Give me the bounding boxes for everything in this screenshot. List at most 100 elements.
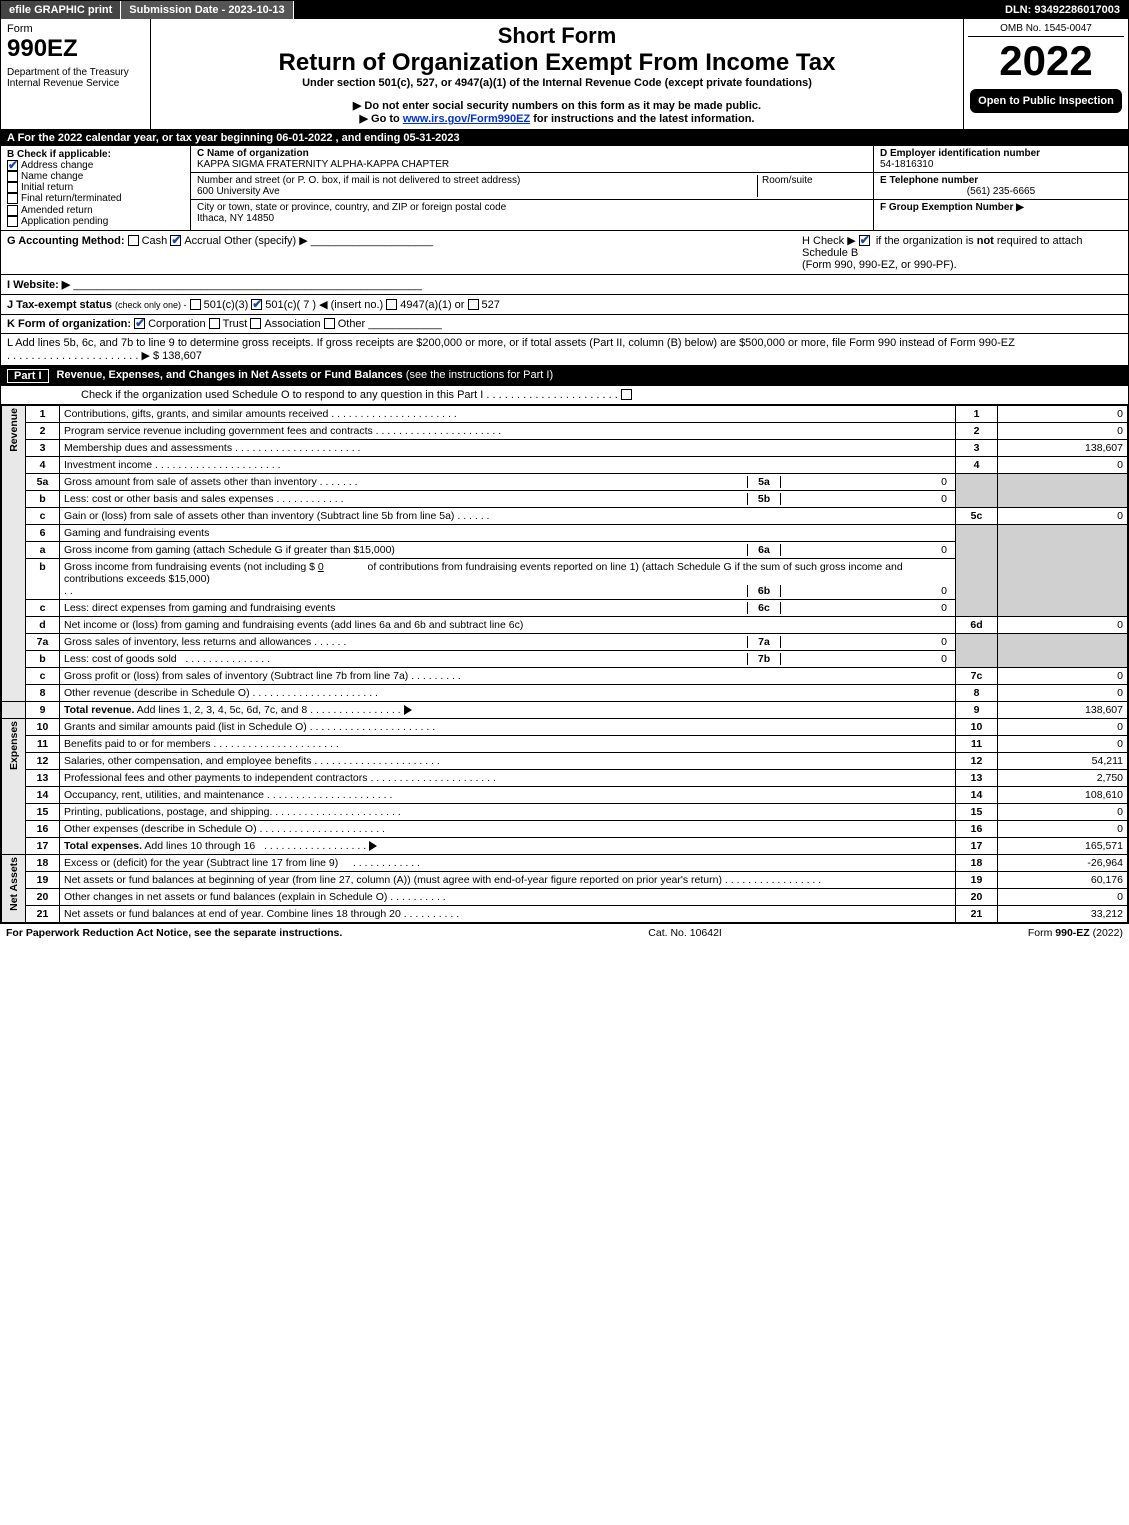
ln-3-box: 3 <box>956 439 998 456</box>
ln-2-text: Program service revenue including govern… <box>60 422 956 439</box>
goto-post: for instructions and the latest informat… <box>530 113 754 125</box>
short-form-title: Short Form <box>157 23 957 49</box>
website-label: I Website: ▶ <box>7 279 70 291</box>
ln-16-text: Other expenses (describe in Schedule O) <box>60 820 956 837</box>
accrual-label: Accrual <box>184 235 221 247</box>
ln-8-num: 8 <box>26 684 60 701</box>
part-i-title: Revenue, Expenses, and Changes in Net As… <box>57 369 403 383</box>
ln-7b-num: b <box>26 650 60 667</box>
side-netassets: Net Assets <box>2 854 26 922</box>
ln-6c-text: Less: direct expenses from gaming and fu… <box>60 599 956 616</box>
check-4947[interactable] <box>386 299 397 310</box>
section-bcd: B Check if applicable: Address change Na… <box>1 146 1128 231</box>
opt-501c7: 501(c)( 7 ) ◀ (insert no.) <box>265 299 383 311</box>
ln-21-text: Net assets or fund balances at end of ye… <box>60 905 956 922</box>
ln-5c-amt: 0 <box>998 507 1128 524</box>
h-pre: H Check ▶ <box>802 235 856 247</box>
check-527[interactable] <box>468 299 479 310</box>
ln-7c-box: 7c <box>956 667 998 684</box>
check-cash[interactable] <box>128 235 139 246</box>
part-i-header: Part I Revenue, Expenses, and Changes in… <box>1 366 1128 386</box>
c-street-cell: Number and street (or P. O. box, if mail… <box>191 173 873 200</box>
check-corp[interactable] <box>134 318 145 329</box>
ln-7ab-boxshade <box>956 633 998 667</box>
ln-3-amt: 138,607 <box>998 439 1128 456</box>
ln-5a-num: 5a <box>26 473 60 490</box>
ln-6d-box: 6d <box>956 616 998 633</box>
ln-13-num: 13 <box>26 769 60 786</box>
phone-label: E Telephone number <box>880 175 1122 186</box>
check-assoc[interactable] <box>250 318 261 329</box>
city-label: City or town, state or province, country… <box>197 202 867 213</box>
ln-12-text: Salaries, other compensation, and employ… <box>60 752 956 769</box>
check-schedule-b[interactable] <box>859 235 870 246</box>
row-gh: G Accounting Method: Cash Accrual Other … <box>1 231 1128 275</box>
ln-15-num: 15 <box>26 803 60 820</box>
opt-501c3: 501(c)(3) <box>204 299 249 311</box>
opt-corp: Corporation <box>148 318 205 330</box>
side-expenses: Expenses <box>2 718 26 854</box>
check-pending[interactable]: Application pending <box>7 216 184 227</box>
check-501c[interactable] <box>251 299 262 310</box>
org-name: KAPPA SIGMA FRATERNITY ALPHA-KAPPA CHAPT… <box>197 159 867 170</box>
check-final[interactable]: Final return/terminated <box>7 193 184 204</box>
footer-left: For Paperwork Reduction Act Notice, see … <box>6 927 342 939</box>
opt-trust: Trust <box>223 318 248 330</box>
under-section: Under section 501(c), 527, or 4947(a)(1)… <box>157 77 957 89</box>
ln-3-text: Membership dues and assessments <box>60 439 956 456</box>
ln-20-num: 20 <box>26 888 60 905</box>
check-trust[interactable] <box>209 318 220 329</box>
l-amount: ▶ $ 138,607 <box>141 350 201 362</box>
check-501c3[interactable] <box>190 299 201 310</box>
ln-17-num: 17 <box>26 837 60 854</box>
ln-20-amt: 0 <box>998 888 1128 905</box>
ln-13-box: 13 <box>956 769 998 786</box>
g-accounting: G Accounting Method: Cash Accrual Other … <box>7 234 802 271</box>
submission-date: Submission Date - 2023-10-13 <box>121 1 293 19</box>
omb-number: OMB No. 1545-0047 <box>968 23 1124 37</box>
check-name[interactable]: Name change <box>7 171 184 182</box>
ln-9-text: Total revenue. Add lines 1, 2, 3, 4, 5c,… <box>60 701 956 718</box>
ln-5a-text: Gross amount from sale of assets other t… <box>60 473 956 490</box>
ln-9-box: 9 <box>956 701 998 718</box>
ln-6d-num: d <box>26 616 60 633</box>
ln-6d-amt: 0 <box>998 616 1128 633</box>
ln-8-box: 8 <box>956 684 998 701</box>
j-label: J Tax-exempt status <box>7 299 112 311</box>
k-form-org: K Form of organization: Corporation Trus… <box>1 315 1128 334</box>
check-address[interactable]: Address change <box>7 160 184 171</box>
check-schedule-o[interactable] <box>621 389 632 400</box>
check-amended[interactable]: Amended return <box>7 205 184 216</box>
tax-year: 2022 <box>968 37 1124 85</box>
top-bar: efile GRAPHIC print Submission Date - 20… <box>1 1 1128 19</box>
opt-assoc: Association <box>264 318 320 330</box>
dln-number: DLN: 93492286017003 <box>997 1 1128 19</box>
ln-6-amtshade <box>998 524 1128 616</box>
ln-19-text: Net assets or fund balances at beginning… <box>60 871 956 888</box>
ln-6-boxshade <box>956 524 998 616</box>
ln-14-num: 14 <box>26 786 60 803</box>
dept-line-1: Department of the Treasury <box>7 67 144 78</box>
efile-button[interactable]: efile GRAPHIC print <box>1 1 121 19</box>
ln-15-amt: 0 <box>998 803 1128 820</box>
side-rev-end <box>2 701 26 718</box>
check-other-org[interactable] <box>324 318 335 329</box>
ln-19-amt: 60,176 <box>998 871 1128 888</box>
ln-6a-text: Gross income from gaming (attach Schedul… <box>60 541 956 558</box>
h-not: not <box>977 235 994 247</box>
city-value: Ithaca, NY 14850 <box>197 213 867 224</box>
ln-4-amt: 0 <box>998 456 1128 473</box>
ln-16-box: 16 <box>956 820 998 837</box>
check-accrual[interactable] <box>170 235 181 246</box>
ein-label: D Employer identification number <box>880 148 1122 159</box>
ln-5ab-amtshade <box>998 473 1128 507</box>
irs-link[interactable]: www.irs.gov/Form990EZ <box>403 113 530 125</box>
ln-10-num: 10 <box>26 718 60 735</box>
ln-12-num: 12 <box>26 752 60 769</box>
ln-2-amt: 0 <box>998 422 1128 439</box>
ln-4-num: 4 <box>26 456 60 473</box>
ln-2-num: 2 <box>26 422 60 439</box>
ln-6-text: Gaming and fundraising events <box>60 524 956 541</box>
street-label: Number and street (or P. O. box, if mail… <box>197 175 757 186</box>
check-initial[interactable]: Initial return <box>7 182 184 193</box>
